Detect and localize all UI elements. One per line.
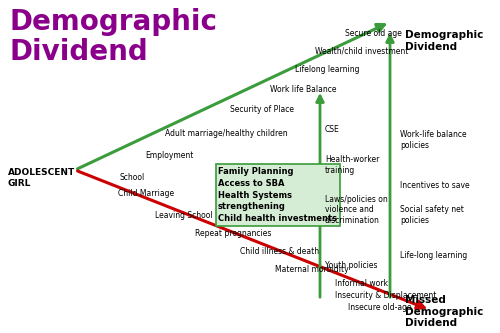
Text: Lifelong learning: Lifelong learning — [295, 66, 360, 75]
Text: Security of Place: Security of Place — [230, 106, 294, 115]
Text: Work life Balance: Work life Balance — [270, 86, 336, 95]
Text: Informal work: Informal work — [335, 279, 388, 288]
Text: Family Planning
Access to SBA
Health Systems
strengthening
Child health investme: Family Planning Access to SBA Health Sys… — [218, 167, 337, 223]
Text: Child illness & death: Child illness & death — [240, 247, 319, 256]
Text: Repeat pregnancies: Repeat pregnancies — [195, 229, 272, 238]
Text: School: School — [120, 173, 145, 182]
Text: Health-worker
training: Health-worker training — [325, 155, 380, 175]
Text: Secure old age: Secure old age — [345, 30, 402, 39]
Text: Life-long learning: Life-long learning — [400, 250, 467, 259]
Text: Insecure old-age: Insecure old-age — [348, 303, 412, 312]
Text: Child Marriage: Child Marriage — [118, 189, 174, 198]
Text: Maternal morbidity: Maternal morbidity — [275, 264, 348, 273]
Text: Wealth/child investment: Wealth/child investment — [315, 47, 408, 56]
Text: Insecurity & Displacement: Insecurity & Displacement — [335, 291, 436, 300]
Text: Youth policies: Youth policies — [325, 260, 378, 269]
Text: Laws/policies on
violence and
discrimination: Laws/policies on violence and discrimina… — [325, 195, 388, 225]
Text: ADOLESCENT
GIRL: ADOLESCENT GIRL — [8, 168, 75, 188]
Text: Demographic
Dividend: Demographic Dividend — [10, 8, 218, 66]
Text: Adult marriage/healthy children: Adult marriage/healthy children — [165, 129, 288, 138]
Text: Employment: Employment — [145, 151, 194, 160]
Text: Missed
Demographic
Dividend: Missed Demographic Dividend — [405, 295, 483, 328]
Text: Social safety net
policies: Social safety net policies — [400, 205, 464, 225]
Text: CSE: CSE — [325, 126, 340, 135]
Text: Demographic
Dividend: Demographic Dividend — [405, 30, 483, 52]
Text: Incentives to save: Incentives to save — [400, 180, 469, 189]
Text: Leaving School: Leaving School — [155, 210, 212, 219]
Text: Work-life balance
policies: Work-life balance policies — [400, 130, 466, 150]
